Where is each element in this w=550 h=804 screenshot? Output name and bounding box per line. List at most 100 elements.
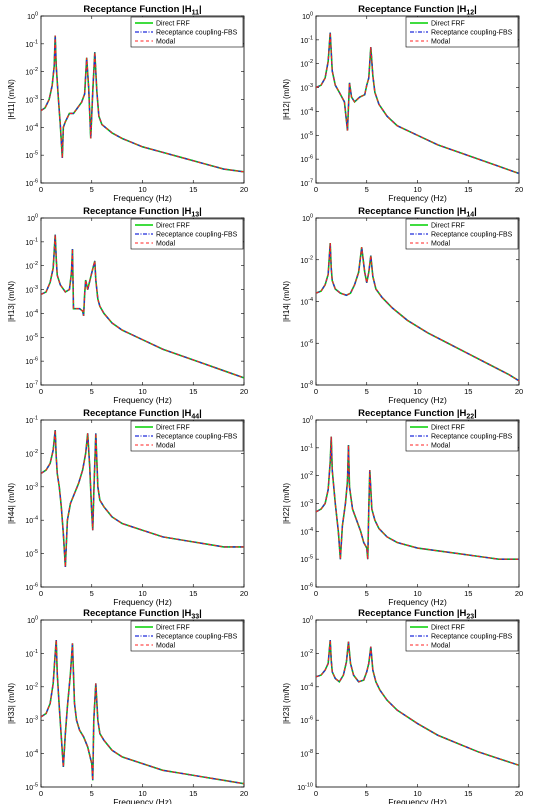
- legend-fbs-label: Receptance coupling-FBS: [156, 434, 238, 441]
- series-modal-line: [41, 639, 244, 785]
- x-tick-label: 15: [189, 589, 197, 598]
- x-tick-label: 10: [138, 789, 146, 798]
- legend-fbs-label: Receptance coupling-FBS: [156, 634, 238, 641]
- legend-fbs-label: Receptance coupling-FBS: [431, 232, 513, 239]
- x-tick-label: 15: [189, 185, 197, 194]
- y-axis-label: |H22| (m/N): [282, 483, 291, 524]
- chart-svg: Receptance Function |H23| 0 5 10 15 20 10-10 10…: [282, 608, 523, 804]
- y-tick-label: 10-2: [300, 649, 313, 659]
- x-tick-label: 15: [464, 589, 472, 598]
- x-axis-label: Frequency (Hz): [388, 597, 447, 607]
- legend-fbs-label: Receptance coupling-FBS: [431, 30, 513, 37]
- x-tick-label: 5: [365, 185, 369, 194]
- y-tick-label: 100: [302, 12, 313, 22]
- x-tick-label: 0: [314, 185, 318, 194]
- x-axis-label: Frequency (Hz): [113, 193, 172, 203]
- y-tick-label: 10-1: [300, 443, 313, 453]
- x-tick-label: 10: [413, 589, 421, 598]
- x-tick-label: 15: [189, 789, 197, 798]
- legend: Direct FRF Receptance coupling-FBS Modal: [405, 16, 519, 48]
- y-tick-label: 10-3: [25, 95, 38, 105]
- chart-svg: Receptance Function |H13| 0 5 10 15 20 10-7 10-…: [7, 206, 248, 405]
- legend-direct-frf-label: Direct FRF: [156, 21, 190, 28]
- x-tick-label: 0: [39, 589, 43, 598]
- chart-panel-6: Receptance Function |H22| 0 5 10 15 20 10-6 10-…: [275, 404, 550, 607]
- x-tick-label: 10: [138, 387, 146, 396]
- y-tick-label: 10-6: [300, 155, 313, 165]
- y-tick-label: 10-5: [300, 555, 313, 565]
- chart-panel-5: Receptance Function |H44| 0 5 10 15 20 10-6 10-…: [0, 404, 275, 607]
- series-modal-line: [41, 234, 244, 379]
- legend-modal-label: Modal: [156, 39, 176, 46]
- x-tick-label: 20: [515, 185, 523, 194]
- y-tick-label: 10-1: [25, 649, 38, 659]
- legend-modal-label: Modal: [431, 643, 451, 650]
- y-tick-label: 10-3: [25, 716, 38, 726]
- y-tick-label: 10-3: [25, 482, 38, 492]
- x-tick-label: 5: [90, 387, 94, 396]
- y-tick-label: 10-5: [25, 333, 38, 343]
- chart-title: Receptance Function |H12|: [358, 4, 477, 17]
- y-tick-label: 100: [27, 12, 38, 22]
- chart-svg: Receptance Function |H14| 0 5 10 15 20 10-8 10-…: [282, 206, 523, 405]
- x-tick-label: 0: [314, 589, 318, 598]
- y-tick-label: 10-4: [25, 516, 38, 526]
- series-modal-line: [41, 35, 244, 173]
- x-tick-label: 0: [39, 789, 43, 798]
- y-tick-label: 100: [302, 214, 313, 224]
- x-tick-label: 5: [365, 789, 369, 798]
- chart-title: Receptance Function |H13|: [83, 206, 202, 219]
- y-axis-label: |H14| (m/N): [282, 281, 291, 322]
- y-tick-label: 10-5: [25, 783, 38, 793]
- x-tick-label: 20: [240, 185, 248, 194]
- y-tick-label: 10-2: [300, 59, 313, 69]
- chart-panel-3: Receptance Function |H13| 0 5 10 15 20 10-7 10-…: [0, 202, 275, 405]
- legend: Direct FRF Receptance coupling-FBS Modal: [130, 620, 244, 652]
- y-axis-label: |H33| (m/N): [7, 683, 16, 724]
- legend-fbs-label: Receptance coupling-FBS: [156, 30, 238, 37]
- legend-modal-label: Modal: [156, 241, 176, 248]
- y-tick-label: 10-6: [300, 716, 313, 726]
- legend-modal-label: Modal: [156, 443, 176, 450]
- x-tick-label: 20: [240, 789, 248, 798]
- legend-box: [405, 218, 519, 250]
- chart-svg: Receptance Function |H33| 0 5 10 15 20 10-5 10-…: [7, 608, 248, 804]
- y-tick-label: 10-1: [25, 237, 38, 247]
- legend: Direct FRF Receptance coupling-FBS Modal: [130, 218, 244, 250]
- legend: Direct FRF Receptance coupling-FBS Modal: [405, 620, 519, 652]
- x-tick-label: 15: [464, 789, 472, 798]
- y-tick-label: 10-2: [25, 67, 38, 77]
- series-modal-line: [316, 436, 519, 560]
- legend-direct-frf-label: Direct FRF: [156, 625, 190, 632]
- series-fbs-line: [316, 243, 519, 382]
- series-modal-line: [316, 32, 519, 174]
- y-tick-label: 10-8: [300, 381, 313, 391]
- x-tick-label: 0: [39, 387, 43, 396]
- y-tick-label: 10-7: [300, 179, 313, 189]
- legend-fbs-label: Receptance coupling-FBS: [156, 232, 238, 239]
- legend-box: [405, 620, 519, 652]
- legend-fbs-label: Receptance coupling-FBS: [431, 434, 513, 441]
- y-tick-label: 10-3: [300, 499, 313, 509]
- x-tick-label: 0: [39, 185, 43, 194]
- legend-direct-frf-label: Direct FRF: [431, 223, 465, 230]
- x-tick-label: 10: [413, 387, 421, 396]
- chart-svg: Receptance Function |H11| 0 5 10 15 20 10-6 10-…: [7, 4, 248, 203]
- series-modal-line: [41, 429, 244, 567]
- y-axis-label: |H12| (m/N): [282, 79, 291, 120]
- chart-panel-1: Receptance Function |H11| 0 5 10 15 20 10-6 10-…: [0, 0, 275, 203]
- y-axis-label: |H11| (m/N): [7, 79, 16, 120]
- y-tick-label: 10-5: [25, 549, 38, 559]
- y-tick-label: 10-2: [25, 449, 38, 459]
- chart-title: Receptance Function |H23|: [358, 608, 477, 621]
- legend-modal-label: Modal: [431, 39, 451, 46]
- chart-title: Receptance Function |H14|: [358, 206, 477, 219]
- x-tick-label: 20: [515, 789, 523, 798]
- legend-modal-label: Modal: [156, 643, 176, 650]
- chart-title: Receptance Function |H33|: [83, 608, 202, 621]
- x-tick-label: 20: [240, 387, 248, 396]
- y-tick-label: 10-6: [25, 357, 38, 367]
- chart-svg: Receptance Function |H44| 0 5 10 15 20 10-6 10-…: [7, 408, 248, 607]
- x-axis-label: Frequency (Hz): [113, 395, 172, 405]
